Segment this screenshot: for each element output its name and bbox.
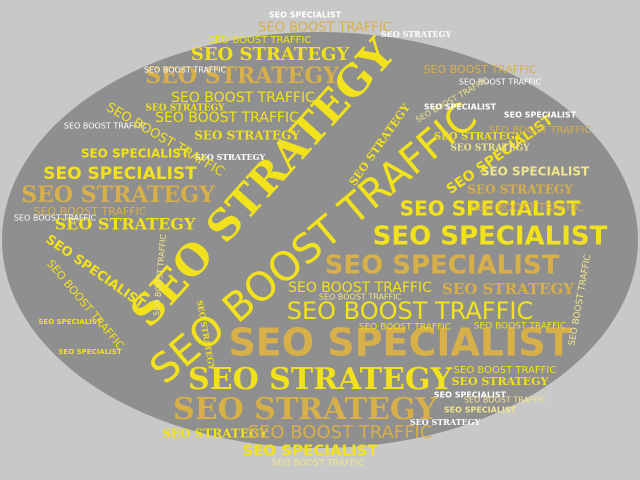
- word-boost-top-4: SEO BOOST TRAFFIC: [209, 35, 312, 46]
- word-specialist-mid-left: SEO SPECIALIST: [81, 147, 190, 161]
- word-strategy-left: SEO STRATEGY: [21, 182, 215, 208]
- word-boost-small-3: SEO BOOST TRAFFIC: [319, 293, 402, 302]
- word-boost-mid-2: SEO BOOST TRAFFIC: [288, 280, 432, 296]
- word-strategy-small-6: SEO STRATEGY: [145, 104, 225, 114]
- word-specialist-small-5: SEO SPECIALIST: [58, 348, 121, 356]
- word-boost-small-7: SEO BOOST TRAFFIC: [464, 396, 547, 405]
- word-boost-small-8: SEO BOOST TRAFFIC: [64, 122, 147, 131]
- word-specialist-small-4: SEO SPECIALIST: [434, 391, 507, 400]
- word-boost-small-4: SEO BOOST TRAFFIC: [144, 66, 227, 75]
- word-boost-left-1: SEO BOOST TRAFFIC: [34, 205, 147, 218]
- word-specialist-right-2: SEO SPECIALIST: [325, 251, 560, 281]
- word-strategy-small-3: SEO STRATEGY: [452, 375, 549, 388]
- word-specialist-small-2: SEO SPECIALIST: [424, 103, 497, 112]
- word-boost-bottom-3: SEO BOOST TRAFFIC: [272, 459, 364, 469]
- word-strategy-small-2: SEO STRATEGY: [194, 129, 300, 143]
- word-boost-small-6: SEO BOOST TRAFFIC: [459, 78, 542, 87]
- word-strategy-right: SEO STRATEGY: [442, 280, 574, 298]
- word-boost-small-5: SEO BOOST TRAFFIC: [14, 214, 97, 223]
- word-boost-right-2: SEO BOOST TRAFFIC: [424, 63, 537, 76]
- word-strategy-top-2: SEO STRATEGY: [191, 44, 350, 65]
- word-boost-top-3: SEO BOOST TRAFFIC: [258, 21, 392, 36]
- word-strategy-small-9: SEO STRATEGY: [410, 417, 481, 427]
- word-boost-right-3: SEO BOOST TRAFFIC: [489, 125, 592, 136]
- word-boost-bottom-2: SEO BOOST TRAFFIC: [454, 365, 557, 376]
- word-specialist-main: SEO SPECIALIST: [228, 321, 571, 365]
- word-strategy-small-8: SEO STRATEGY: [195, 152, 266, 162]
- word-specialist-small-7: SEO SPECIALIST: [444, 406, 517, 415]
- word-specialist-left: SEO SPECIALIST: [43, 164, 197, 184]
- word-strategy-small-4: SEO STRATEGY: [434, 132, 523, 143]
- word-specialist-top-right: SEO SPECIALIST: [481, 165, 590, 179]
- word-strategy-top: SEO STRATEGY: [145, 63, 339, 89]
- word-strategy-bottom-2: SEO STRATEGY: [173, 392, 437, 427]
- word-specialist-bottom: SEO SPECIALIST: [242, 442, 378, 460]
- word-boost-right-1: SEO BOOST TRAFFIC: [471, 201, 584, 214]
- word-boost-top-2: SEO BOOST TRAFFIC: [155, 110, 299, 126]
- word-specialist-right-3: SEO SPECIALIST: [400, 197, 581, 221]
- word-boost-top-1: SEO BOOST TRAFFIC: [171, 90, 315, 106]
- word-strategy-small-1: SEO STRATEGY: [162, 427, 268, 441]
- word-specialist-small-6: SEO SPECIALIST: [38, 318, 101, 326]
- word-strategy-right-2: SEO STRATEGY: [467, 183, 573, 197]
- word-boost-small-2: SEO BOOST TRAFFIC: [474, 322, 566, 332]
- word-strategy-mid-left: SEO STRATEGY: [55, 215, 196, 234]
- word-specialist-right-1: SEO SPECIALIST: [373, 222, 608, 252]
- word-boost-small-1: SEO BOOST TRAFFIC: [359, 323, 451, 333]
- word-boost-mid: SEO BOOST TRAFFIC: [287, 297, 534, 325]
- word-boost-bottom: SEO BOOST TRAFFIC: [248, 422, 433, 443]
- word-strategy-small-7: SEO STRATEGY: [381, 29, 452, 39]
- word-strategy-small-5: SEO STRATEGY: [450, 144, 530, 154]
- word-strategy-bottom-1: SEO STRATEGY: [188, 362, 452, 397]
- oval-background: [2, 32, 638, 448]
- word-specialist-small-1: SEO SPECIALIST: [269, 11, 342, 20]
- word-specialist-small-3: SEO SPECIALIST: [504, 111, 577, 120]
